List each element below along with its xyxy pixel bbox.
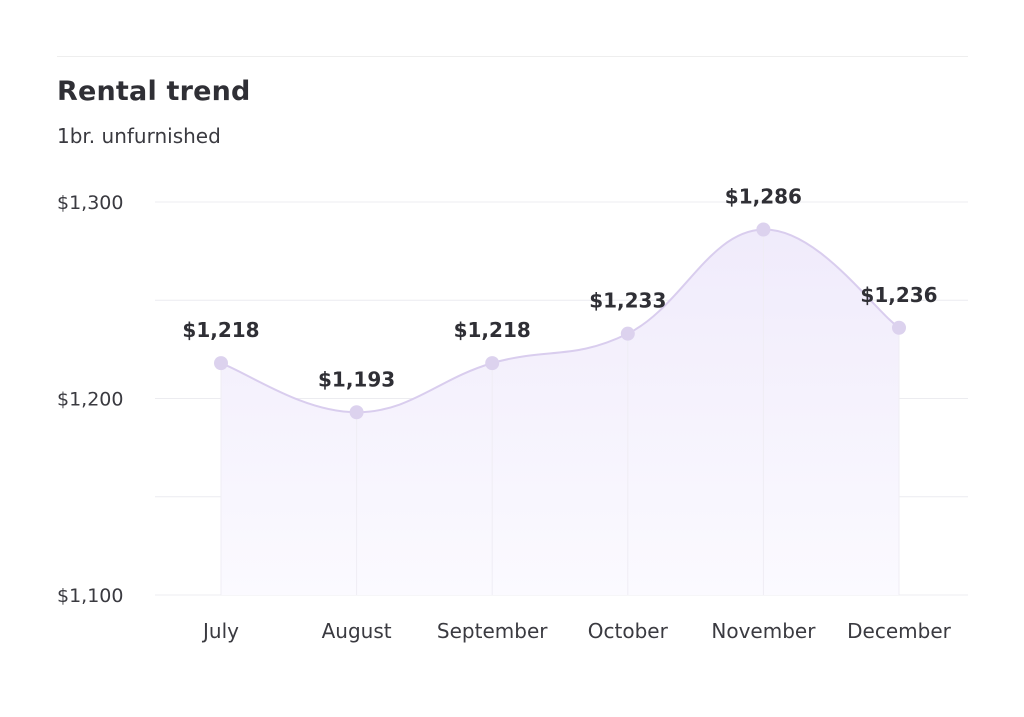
x-tick-label: December	[847, 619, 951, 643]
data-point	[892, 320, 906, 335]
y-tick-label: $1,200	[57, 389, 123, 411]
series-line	[220, 228, 900, 414]
area-fill	[221, 229, 899, 595]
y-tick-label: $1,100	[57, 585, 123, 607]
data-point	[756, 222, 771, 237]
data-point	[214, 356, 228, 371]
data-label: $1,286	[725, 185, 802, 209]
data-point	[620, 326, 635, 341]
data-label: $1,233	[589, 289, 666, 313]
x-tick-label: July	[201, 619, 239, 643]
x-tick-label: November	[711, 619, 816, 643]
data-label: $1,218	[454, 318, 531, 342]
chart-subtitle: 1br. unfurnished	[57, 124, 221, 148]
data-label: $1,193	[318, 367, 395, 391]
x-tick-label: August	[322, 619, 392, 643]
data-point	[485, 356, 500, 371]
y-tick-label: $1,300	[57, 192, 123, 214]
data-label: $1,218	[182, 318, 259, 342]
data-label: $1,236	[860, 283, 937, 307]
chart-title: Rental trend	[57, 76, 251, 107]
x-tick-label: October	[588, 619, 669, 643]
data-point	[349, 405, 364, 420]
top-rule	[57, 56, 968, 57]
x-tick-label: September	[437, 619, 548, 643]
